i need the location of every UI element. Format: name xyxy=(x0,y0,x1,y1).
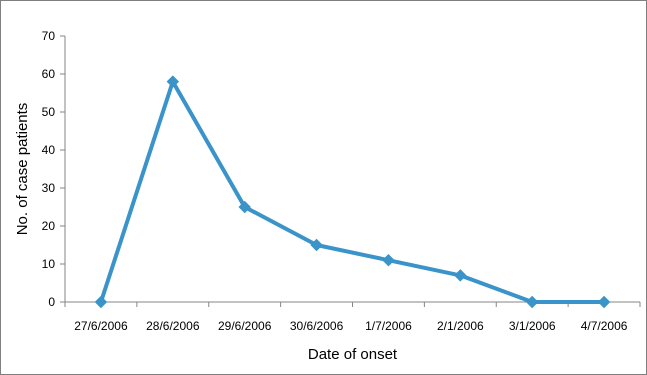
x-axis-ticks: 27/6/2006 28/6/2006 29/6/2006 30/6/2006 1/7/… xyxy=(64,302,641,333)
x-tick-label: 3/1/2006 xyxy=(509,319,556,333)
x-tick-label: 30/6/2006 xyxy=(290,319,344,333)
data-point-marker xyxy=(310,238,323,252)
y-tick-label: 10 xyxy=(42,257,56,271)
y-tick-label: 70 xyxy=(42,29,56,43)
y-tick-label: 60 xyxy=(42,67,56,81)
data-point-marker xyxy=(94,295,108,309)
y-tick-label: 20 xyxy=(42,219,56,233)
y-axis-ticks: 0 10 20 30 40 50 60 70 xyxy=(42,29,65,309)
x-tick-label: 1/7/2006 xyxy=(365,319,412,333)
data-point-marker xyxy=(238,200,251,214)
x-tick-label: 29/6/2006 xyxy=(218,319,272,333)
series-group xyxy=(94,75,611,309)
data-point-marker xyxy=(525,295,539,309)
x-tick-label: 4/7/2006 xyxy=(581,319,628,333)
data-point-marker xyxy=(597,295,611,309)
data-point-marker xyxy=(454,269,467,282)
data-point-marker xyxy=(382,253,395,267)
y-tick-label: 0 xyxy=(48,295,55,309)
x-tick-label: 2/1/2006 xyxy=(437,319,484,333)
x-tick-label: 28/6/2006 xyxy=(146,319,200,333)
y-tick-label: 50 xyxy=(42,105,56,119)
y-axis-title: No. of case patients xyxy=(14,103,31,236)
data-point-marker xyxy=(166,75,180,88)
y-tick-label: 30 xyxy=(42,181,56,195)
series-line xyxy=(98,79,607,304)
x-axis-title: Date of onset xyxy=(308,346,398,363)
y-tick-label: 40 xyxy=(42,143,56,157)
x-tick-label: 27/6/2006 xyxy=(74,319,128,333)
